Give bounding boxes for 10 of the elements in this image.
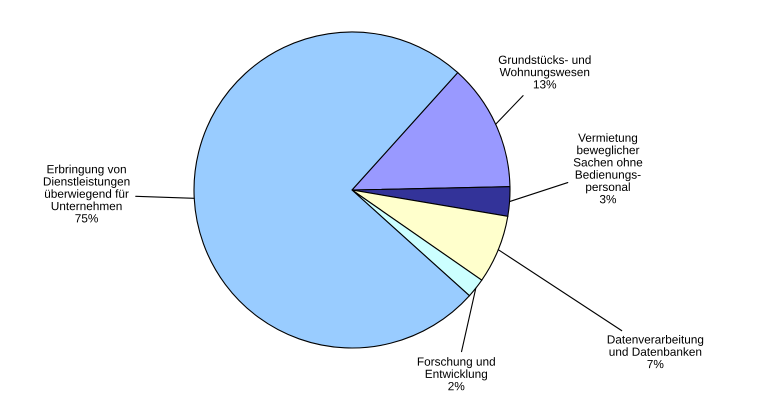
- slice-label: Grundstücks- und Wohnungswesen: [498, 55, 591, 79]
- slice-label: Forschung und Entwicklung: [418, 357, 495, 380]
- data-label: 3%: [600, 194, 616, 204]
- slice-label: Vermietung beweglicher Sachen ohne Bedienungs- personal: [574, 133, 642, 194]
- data-label: 13%: [534, 80, 556, 89]
- slice-label: Datenverarbeitung und Datenbanken: [608, 334, 704, 356]
- slice-label: Erbringung von Dienstleistungen überwiegend für Unternehmen: [44, 164, 130, 210]
- data-label: 7%: [647, 360, 664, 368]
- data-label: 75%: [75, 214, 98, 222]
- data-label: 2%: [448, 382, 464, 390]
